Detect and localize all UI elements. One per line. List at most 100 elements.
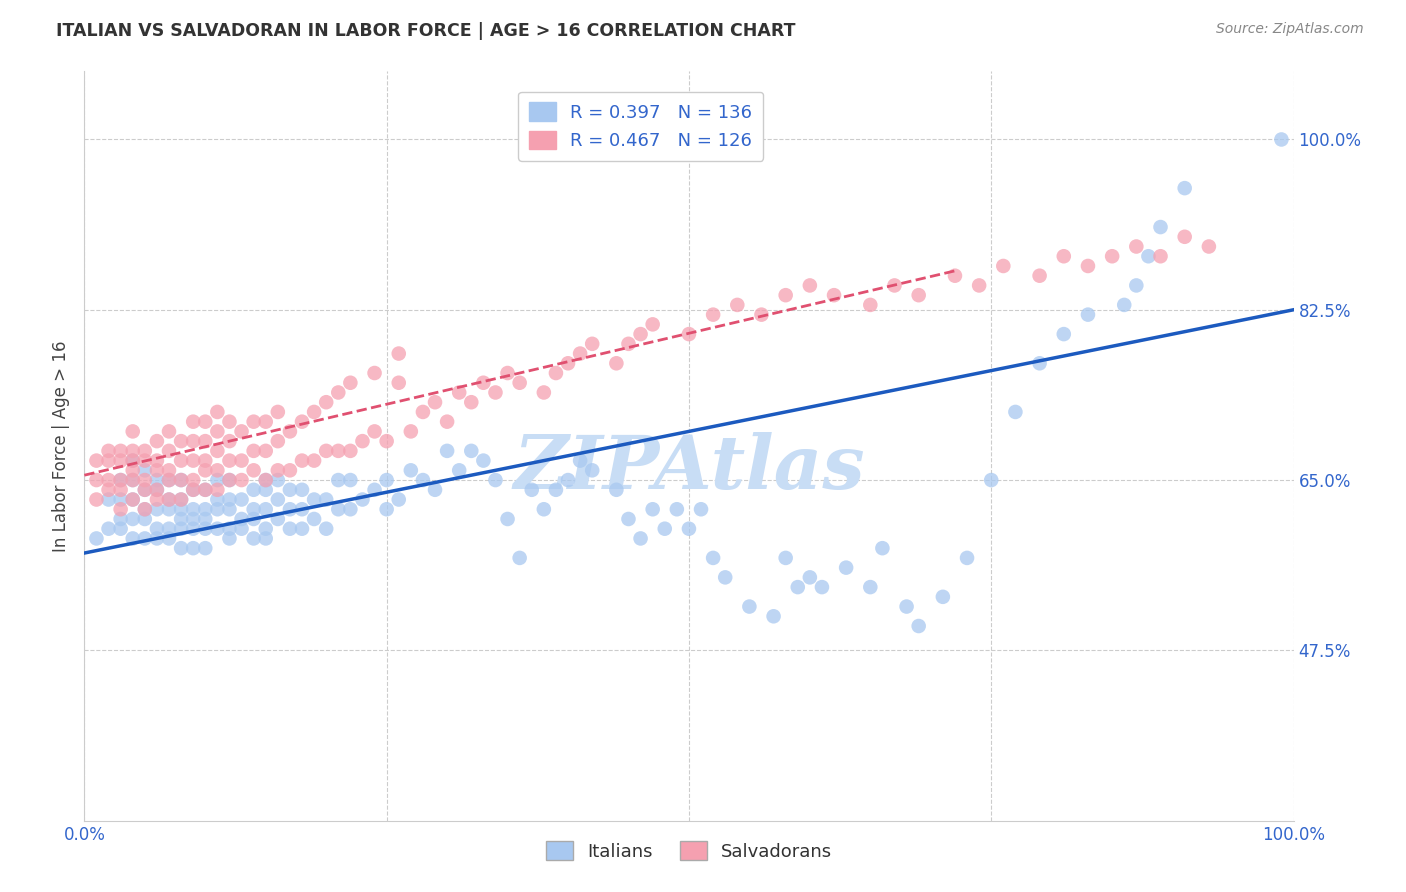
Point [1198,239,1220,253]
Point [1174,229,1197,244]
Point [242,512,264,526]
Point [194,453,217,467]
Point [943,268,966,283]
Point [170,453,193,467]
Point [267,405,290,419]
Point [605,483,627,497]
Point [254,483,277,497]
Point [254,522,277,536]
Point [157,522,180,536]
Point [581,336,603,351]
Point [1004,405,1026,419]
Point [291,415,314,429]
Point [86,532,108,546]
Point [363,425,385,439]
Point [134,512,156,526]
Point [121,443,143,458]
Point [375,473,398,487]
Point [121,453,143,467]
Point [157,532,180,546]
Point [509,550,531,565]
Point [352,434,374,449]
Point [218,473,240,487]
Point [1028,356,1050,370]
Point [146,463,169,477]
Point [181,483,204,497]
Point [242,483,264,497]
Point [520,483,543,497]
Point [110,473,132,487]
Point [339,443,361,458]
Point [242,415,264,429]
Point [157,502,180,516]
Point [121,492,143,507]
Point [110,473,132,487]
Point [121,425,143,439]
Point [121,512,143,526]
Point [121,473,143,487]
Point [242,463,264,477]
Point [980,473,1002,487]
Point [146,492,169,507]
Point [630,327,652,342]
Point [194,463,217,477]
Point [121,532,143,546]
Point [278,522,301,536]
Point [725,298,748,312]
Point [967,278,990,293]
Point [181,434,204,449]
Point [254,502,277,516]
Point [207,463,229,477]
Point [267,492,290,507]
Point [170,492,193,507]
Point [449,463,471,477]
Point [110,502,132,516]
Point [375,434,398,449]
Point [823,288,845,302]
Point [254,443,277,458]
Point [218,522,240,536]
Point [557,356,579,370]
Point [134,483,156,497]
Point [775,550,797,565]
Point [97,483,120,497]
Point [170,541,193,556]
Point [1125,239,1147,253]
Point [121,492,143,507]
Point [375,502,398,516]
Point [328,473,350,487]
Text: ITALIAN VS SALVADORAN IN LABOR FORCE | AGE > 16 CORRELATION CHART: ITALIAN VS SALVADORAN IN LABOR FORCE | A… [56,22,796,40]
Point [678,522,700,536]
Point [1149,249,1171,263]
Point [617,512,640,526]
Point [751,308,773,322]
Point [218,434,240,449]
Point [786,580,808,594]
Point [97,492,120,507]
Point [218,532,240,546]
Point [472,376,495,390]
Point [883,278,905,293]
Point [388,346,411,360]
Point [714,570,737,584]
Point [146,483,169,497]
Point [157,473,180,487]
Point [278,483,301,497]
Point [146,502,169,516]
Point [1137,249,1160,263]
Point [569,453,592,467]
Point [291,502,314,516]
Point [302,453,325,467]
Point [231,453,253,467]
Point [412,405,434,419]
Point [207,522,229,536]
Point [399,425,422,439]
Point [254,532,277,546]
Point [157,473,180,487]
Point [157,492,180,507]
Point [291,522,314,536]
Point [254,473,277,487]
Point [110,512,132,526]
Point [291,483,314,497]
Point [799,570,821,584]
